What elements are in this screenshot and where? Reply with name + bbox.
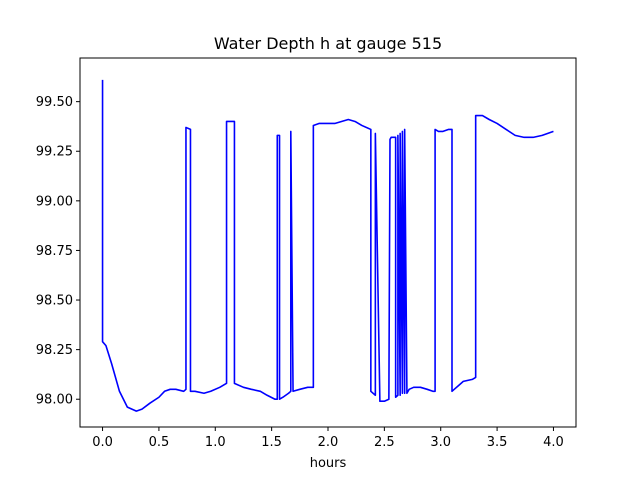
y-axis: 98.00 98.25 98.50 98.75 99.00 99.25 99.50 [36, 95, 80, 408]
x-tick-label: 0.0 [92, 435, 113, 450]
y-tick-label: 99.00 [36, 194, 73, 209]
y-tick-label: 98.00 [36, 393, 73, 408]
x-tick-label: 2.0 [318, 435, 339, 450]
y-tick-label: 98.50 [36, 294, 73, 309]
x-axis: 0.0 0.5 1.0 1.5 2.0 2.5 3.0 3.5 4.0 [92, 427, 564, 450]
x-tick-label: 0.5 [149, 435, 170, 450]
x-tick-label: 4.0 [543, 435, 564, 450]
x-tick-label: 1.0 [205, 435, 226, 450]
x-tick-label: 3.5 [487, 435, 508, 450]
x-tick-label: 2.5 [374, 435, 395, 450]
plot-area [101, 79, 554, 412]
y-tick-label: 99.25 [36, 145, 73, 160]
x-axis-title: hours [310, 456, 347, 471]
y-tick-label: 98.25 [36, 343, 73, 358]
x-tick-label: 1.5 [261, 435, 282, 450]
y-tick-label: 99.50 [36, 95, 73, 110]
series-line-0 [101, 79, 554, 412]
x-tick-label: 3.0 [430, 435, 451, 450]
y-tick-label: 98.75 [36, 244, 73, 259]
chart-title: Water Depth h at gauge 515 [214, 34, 442, 53]
